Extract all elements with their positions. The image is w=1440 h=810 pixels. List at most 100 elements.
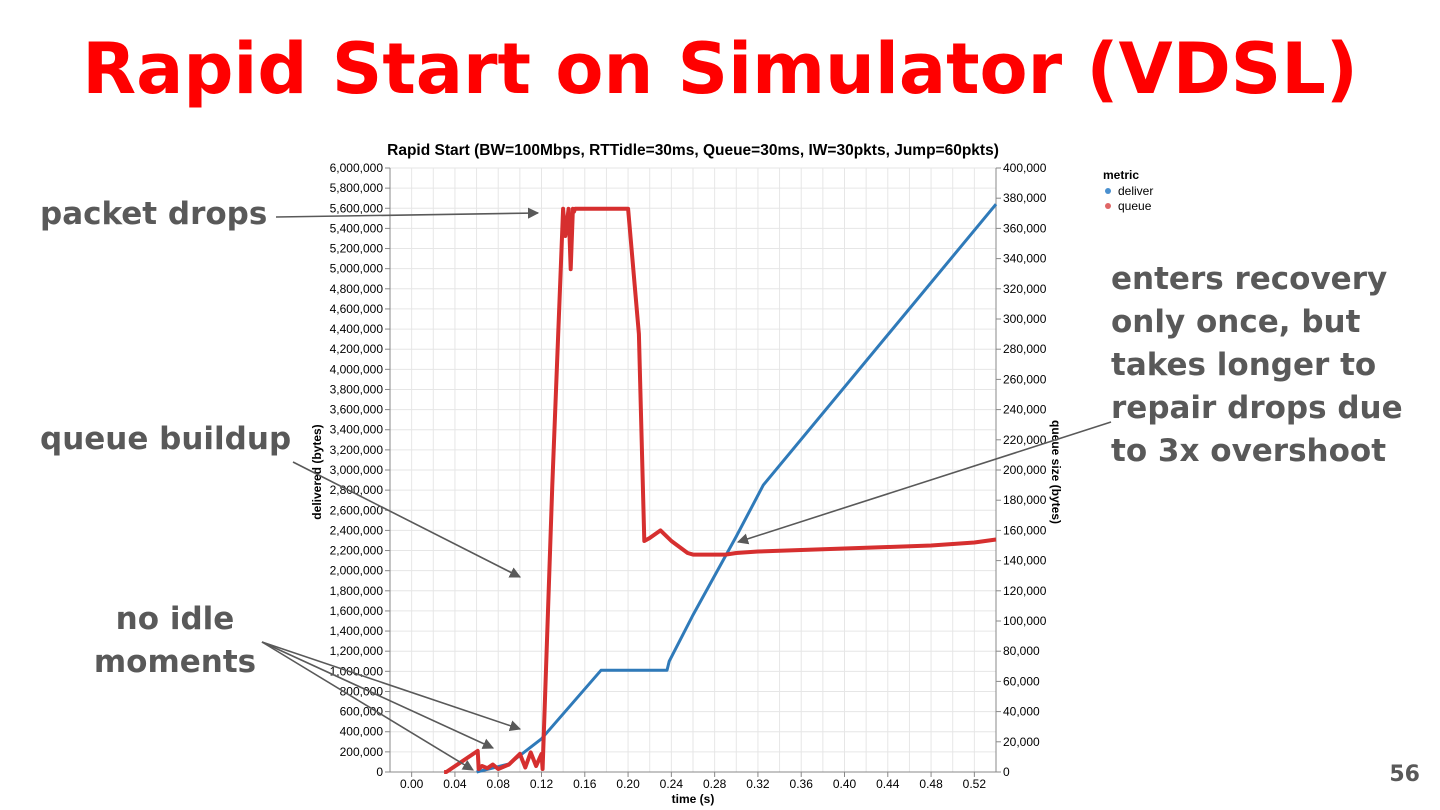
y-right-tick-label: 260,000 — [1003, 372, 1047, 386]
slide-title: Rapid Start on Simulator (VDSL) — [82, 28, 1358, 110]
x-tick-label: 0.08 — [487, 777, 511, 791]
chart-series — [444, 203, 998, 774]
x-tick-label: 0.16 — [573, 777, 597, 791]
y-left-tick-label: 2,600,000 — [330, 503, 384, 517]
x-tick-label: 0.04 — [443, 777, 467, 791]
y-left-tick-label: 5,200,000 — [330, 242, 384, 256]
y-left-tick-label: 5,600,000 — [330, 201, 384, 215]
y-left-tick-label: 1,800,000 — [330, 584, 384, 598]
chart-title: Rapid Start (BW=100Mbps, RTTidle=30ms, Q… — [387, 142, 999, 159]
y-right-tick-label: 300,000 — [1003, 312, 1047, 326]
x-tick-label: 0.52 — [963, 777, 987, 791]
annotation-arrows — [261, 207, 1112, 771]
y-left-tick-label: 200,000 — [340, 745, 384, 759]
y-right-tick-label: 40,000 — [1003, 705, 1040, 719]
annotation-recovery-line: takes longer to — [1111, 347, 1377, 383]
y-right-tick-label: 80,000 — [1003, 644, 1040, 658]
y-right-tick-label: 360,000 — [1003, 221, 1047, 235]
annotation-no-idle-line2: moments — [93, 644, 257, 680]
x-tick-label: 0.40 — [833, 777, 857, 791]
annotation-arrow — [261, 641, 495, 749]
y-left-tick-label: 3,800,000 — [330, 382, 384, 396]
annotation-no-idle: no idle moments — [90, 598, 260, 684]
x-axis-title: time (s) — [672, 792, 715, 806]
y-left-tick-label: 5,800,000 — [330, 181, 384, 195]
y-right-tick-label: 400,000 — [1003, 161, 1047, 175]
annotation-no-idle-line1: no idle — [115, 601, 235, 637]
y-left-tick-label: 4,000,000 — [330, 362, 384, 376]
y-right-tick-label: 380,000 — [1003, 191, 1047, 205]
annotation-arrow — [736, 421, 1112, 545]
y-left-tick-label: 1,000,000 — [330, 664, 384, 678]
y-left-tick-label: 4,200,000 — [330, 342, 384, 356]
annotation-arrow — [292, 461, 521, 578]
chart-grid — [389, 167, 997, 773]
y-right-tick-label: 220,000 — [1003, 433, 1047, 447]
y-right-tick-label: 0 — [1003, 765, 1010, 779]
y-left-tick-label: 4,800,000 — [330, 282, 384, 296]
y-left-tick-label: 3,000,000 — [330, 463, 384, 477]
y-left-tick-label: 2,200,000 — [330, 544, 384, 558]
y-left-tick-label: 2,000,000 — [330, 564, 384, 578]
y-left-tick-label: 3,200,000 — [330, 443, 384, 457]
x-tick-label: 0.28 — [703, 777, 727, 791]
y-right-tick-label: 140,000 — [1003, 554, 1047, 568]
annotation-recovery-line: repair drops due — [1111, 390, 1403, 426]
y-right-tick-label: 340,000 — [1003, 252, 1047, 266]
x-tick-label: 0.48 — [919, 777, 943, 791]
y-right-tick-label: 120,000 — [1003, 584, 1047, 598]
series-line-deliver — [476, 203, 998, 774]
annotation-arrow — [275, 207, 540, 219]
legend-queue-label: queue — [1118, 199, 1152, 213]
annotation-recovery-line: to 3x overshoot — [1111, 433, 1387, 469]
y-left-tick-label: 400,000 — [340, 725, 384, 739]
y-left-tick-label: 4,600,000 — [330, 302, 384, 316]
y-right-tick-label: 160,000 — [1003, 523, 1047, 537]
y-right-axis-title: queue size (bytes) — [1049, 420, 1063, 524]
y-left-axis-title: delivered (bytes) — [310, 424, 324, 519]
y-left-tick-label: 0 — [376, 765, 383, 779]
y-left-tick-label: 800,000 — [340, 684, 384, 698]
y-right-tick-label: 200,000 — [1003, 463, 1047, 477]
x-tick-label: 0.44 — [876, 777, 900, 791]
annotation-recovery-line: only once, but — [1111, 304, 1361, 340]
annotation-queue-buildup: queue buildup — [40, 421, 292, 457]
series-line-queue — [444, 206, 997, 774]
legend-title: metric — [1103, 168, 1139, 182]
y-left-tick-label: 5,000,000 — [330, 262, 384, 276]
annotation-arrow — [261, 641, 474, 771]
y-right-tick-label: 280,000 — [1003, 342, 1047, 356]
y-left-tick-label: 1,600,000 — [330, 604, 384, 618]
y-left-tick-label: 3,400,000 — [330, 423, 384, 437]
x-tick-label: 0.36 — [790, 777, 814, 791]
legend-queue-swatch — [1105, 203, 1111, 209]
annotation-recovery-line: enters recovery — [1111, 261, 1388, 297]
y-right-tick-label: 240,000 — [1003, 403, 1047, 417]
x-tick-label: 0.12 — [530, 777, 554, 791]
x-tick-label: 0.32 — [746, 777, 770, 791]
annotation-packet-drops: packet drops — [40, 196, 268, 232]
y-left-tick-label: 1,200,000 — [330, 644, 384, 658]
chart-axes: 0.00 0.04 0.08 0.12 0.16 0.20 0.24 0.28 0.32 0.36… — [330, 161, 1047, 791]
y-right-tick-label: 20,000 — [1003, 735, 1040, 749]
y-left-tick-label: 4,400,000 — [330, 322, 384, 336]
page-number: 56 — [1389, 762, 1420, 787]
x-tick-label: 0.00 — [400, 777, 424, 791]
x-tick-label: 0.20 — [616, 777, 640, 791]
y-right-tick-label: 100,000 — [1003, 614, 1047, 628]
y-left-tick-label: 5,400,000 — [330, 221, 384, 235]
y-right-tick-label: 180,000 — [1003, 493, 1047, 507]
y-right-tick-label: 60,000 — [1003, 674, 1040, 688]
annotation-recovery: enters recovery only once, but takes lon… — [1111, 258, 1403, 473]
y-left-tick-label: 2,400,000 — [330, 523, 384, 537]
legend-deliver-swatch — [1105, 188, 1111, 194]
annotation-arrow — [261, 641, 522, 732]
x-tick-label: 0.24 — [660, 777, 684, 791]
y-left-tick-label: 3,600,000 — [330, 403, 384, 417]
legend-deliver-label: deliver — [1118, 184, 1153, 198]
y-left-tick-label: 6,000,000 — [330, 161, 384, 175]
y-right-tick-label: 320,000 — [1003, 282, 1047, 296]
y-left-tick-label: 1,400,000 — [330, 624, 384, 638]
chart-legend: metric deliver queue — [1103, 168, 1153, 213]
